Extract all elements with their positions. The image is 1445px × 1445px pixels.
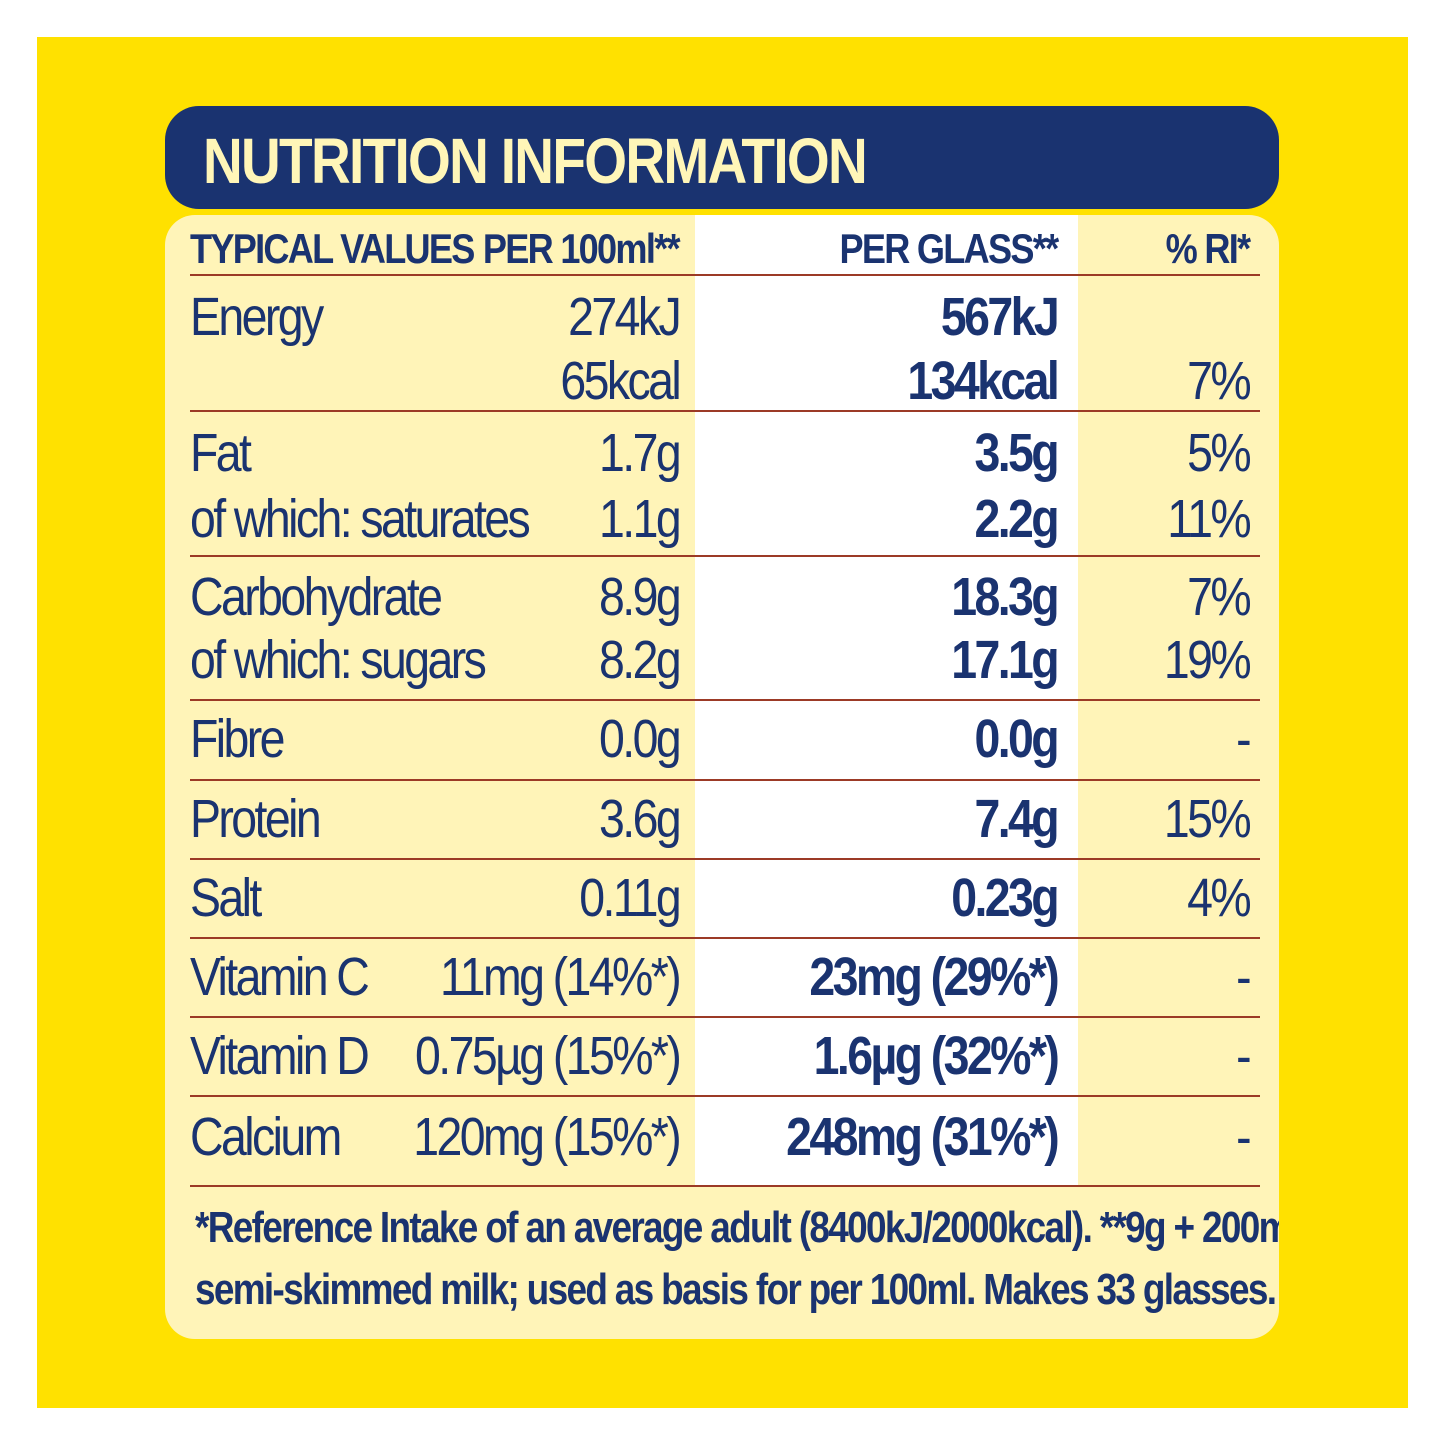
row-perglass: 3.5g <box>974 423 1059 483</box>
row-perglass: 23mg (29%*) <box>809 947 1059 1007</box>
row-perglass: 7.4g <box>974 789 1059 849</box>
row-ri: - <box>1236 1107 1251 1167</box>
row-divider <box>190 1185 1260 1187</box>
row-perglass: 134kcal <box>907 351 1059 411</box>
row-perglass: 0.0g <box>974 709 1059 769</box>
row-ri: - <box>1236 709 1251 769</box>
row-perglass: 17.1g <box>951 630 1059 690</box>
row-perglass: 0.23g <box>951 868 1059 928</box>
footnote-line-1: *Reference Intake of an average adult (8… <box>195 1203 1279 1252</box>
footnote-line-2: semi-skimmed milk; used as basis for per… <box>195 1265 1277 1314</box>
row-divider <box>190 1016 1260 1018</box>
row-divider <box>190 410 1260 412</box>
row-ri: 4% <box>1187 868 1252 928</box>
row-ri: 19% <box>1163 630 1252 690</box>
row-label: Vitamin C <box>190 947 370 1007</box>
row-divider <box>190 779 1260 781</box>
row-label: of which: sugars <box>190 630 487 690</box>
row-per100: 8.2g <box>598 630 682 690</box>
row-ri: 7% <box>1187 567 1252 627</box>
row-ri: - <box>1236 1026 1251 1086</box>
row-per100: 3.6g <box>598 789 682 849</box>
row-divider <box>190 274 1260 276</box>
row-divider <box>190 699 1260 701</box>
row-perglass: 1.6µg (32%*) <box>813 1026 1059 1086</box>
row-per100: 11mg (14%*) <box>439 947 682 1007</box>
row-divider <box>190 555 1260 557</box>
row-label: Protein <box>190 789 322 849</box>
row-ri: 5% <box>1187 423 1252 483</box>
row-label: Carbohydrate <box>190 567 443 627</box>
header-typical-values: TYPICAL VALUES <box>190 225 475 272</box>
row-ri: 11% <box>1167 489 1251 549</box>
header-ri: % RI* <box>1165 225 1250 272</box>
row-perglass: 567kJ <box>940 287 1060 347</box>
title-bar: NUTRITION INFORMATION <box>165 106 1279 209</box>
row-per100: 274kJ <box>567 287 682 347</box>
row-divider <box>190 858 1260 860</box>
header-per-100ml: PER 100ml** <box>483 225 681 272</box>
row-per100: 1.7g <box>598 423 682 483</box>
row-perglass: 18.3g <box>951 567 1059 627</box>
row-per100: 1.1g <box>598 489 682 549</box>
row-divider <box>190 937 1260 939</box>
row-label: Energy <box>190 287 324 347</box>
row-per100: 0.0g <box>598 709 682 769</box>
row-perglass: 2.2g <box>974 489 1059 549</box>
row-per100: 0.11g <box>579 868 681 928</box>
row-label: Fibre <box>190 709 285 769</box>
row-label: Vitamin D <box>190 1026 370 1086</box>
row-ri: - <box>1236 947 1251 1007</box>
row-label: Salt <box>190 868 262 928</box>
row-ri: 15% <box>1163 789 1252 849</box>
page-title: NUTRITION INFORMATION <box>203 125 868 197</box>
row-per100: 120mg (15%*) <box>413 1107 681 1167</box>
row-label: of which: saturates <box>190 489 531 549</box>
nutrition-table: TYPICAL VALUES PER 100ml** PER GLASS** %… <box>165 215 1279 1339</box>
row-per100: 65kcal <box>560 351 681 411</box>
row-label: Calcium <box>190 1107 342 1167</box>
row-per100: 0.75µg (15%*) <box>414 1026 682 1086</box>
row-per100: 8.9g <box>598 567 682 627</box>
row-label: Fat <box>190 423 252 483</box>
header-per-glass: PER GLASS** <box>839 225 1059 272</box>
row-ri: 7% <box>1187 351 1252 411</box>
row-divider <box>190 1095 1260 1097</box>
row-perglass: 248mg (31%*) <box>785 1107 1060 1167</box>
